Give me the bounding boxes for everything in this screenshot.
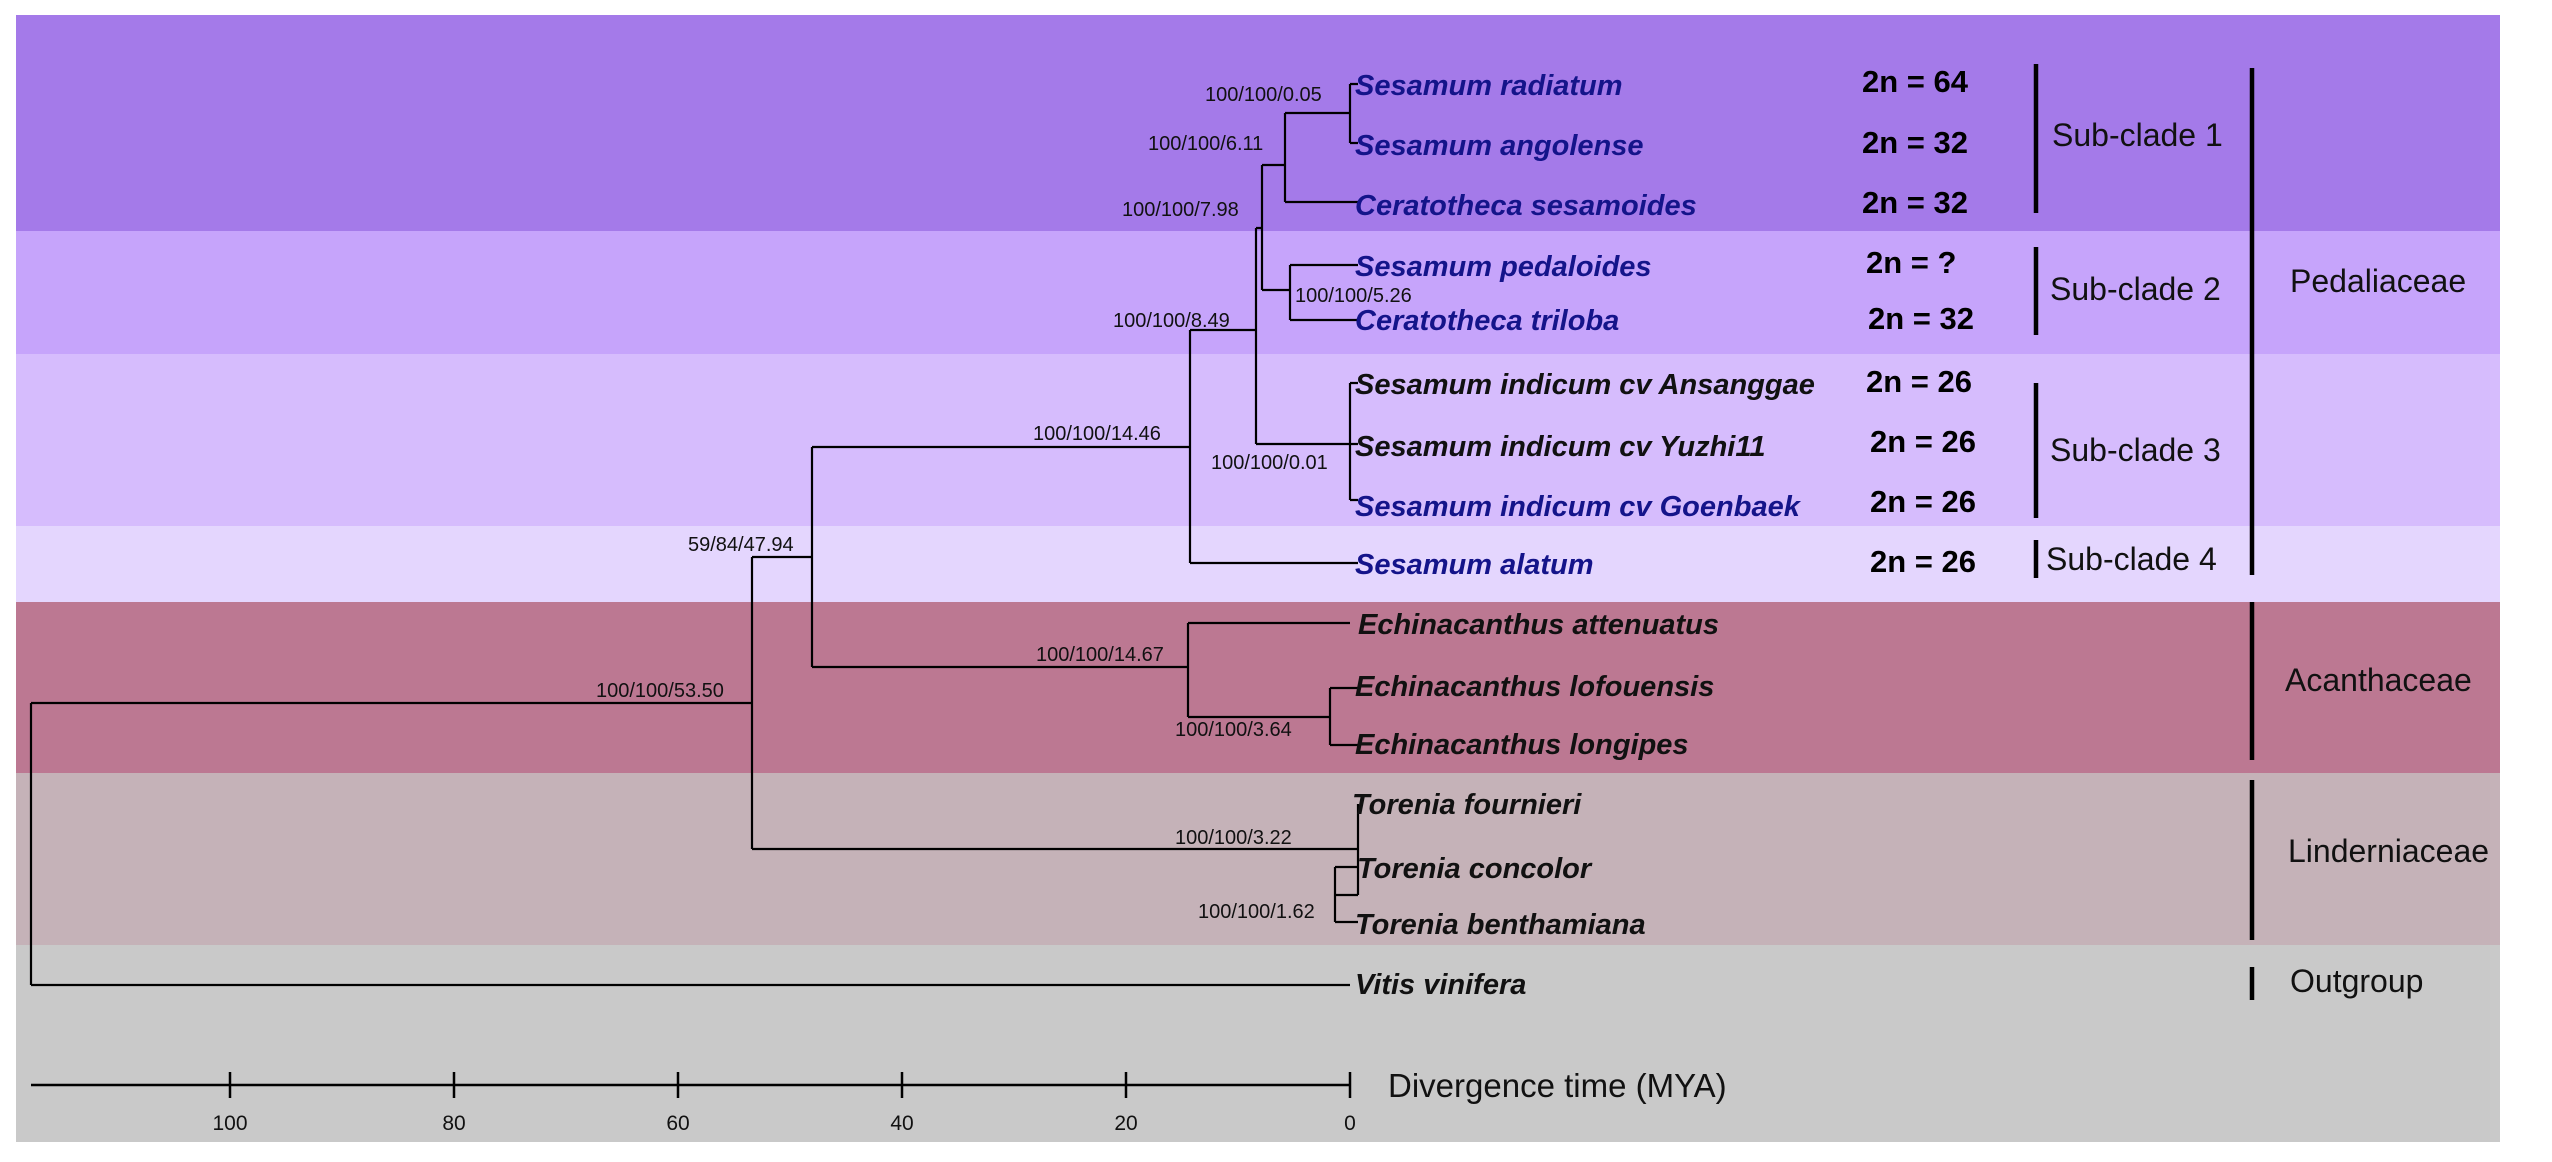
taxon-label: Sesamum radiatum xyxy=(1355,70,1623,102)
band-outgroup xyxy=(16,945,2500,1142)
axis-ticks: 100 80 60 40 20 0 xyxy=(212,1072,1356,1135)
chromosome-count: 2n = ? xyxy=(1866,245,1956,280)
branch xyxy=(1288,263,1358,322)
subclade-label: Sub-clade 4 xyxy=(2046,541,2217,577)
chromosome-count: 2n = 64 xyxy=(1862,64,1969,99)
taxon-label: Ceratotheca sesamoides xyxy=(1355,190,1697,222)
chromosome-count: 2n = 26 xyxy=(1866,364,1972,399)
chromosome-count: 2n = 32 xyxy=(1862,125,1968,160)
node-labels: 100/100/0.05 100/100/6.11 100/100/5.26 1… xyxy=(596,84,1412,923)
taxon-label: Echinacanthus lofouensis xyxy=(1355,671,1714,703)
taxon-label: Sesamum pedaloides xyxy=(1355,251,1652,283)
subclade-label: Sub-clade 2 xyxy=(2050,271,2221,307)
axis-tick-label: 100 xyxy=(212,1112,247,1135)
family-label: Outgroup xyxy=(2290,963,2423,999)
taxon-label: Echinacanthus longipes xyxy=(1355,729,1689,761)
chromosome-count: 2n = 32 xyxy=(1868,301,1974,336)
chromosome-count: 2n = 26 xyxy=(1870,424,1976,459)
axis-tick-label: 80 xyxy=(442,1112,465,1135)
axis-tick-label: 40 xyxy=(890,1112,913,1135)
node-label: 100/100/8.49 xyxy=(1113,310,1230,332)
taxon-label: Torenia benthamiana xyxy=(1355,909,1646,941)
taxon-label: Sesamum angolense xyxy=(1355,130,1644,162)
node-label: 100/100/5.26 xyxy=(1295,285,1412,307)
band-subclade-2 xyxy=(16,231,2500,354)
node-label: 100/100/6.11 xyxy=(1148,133,1263,155)
branch xyxy=(1186,621,1350,719)
time-axis: 100 80 60 40 20 0 Divergence time (MYA) xyxy=(31,1067,1727,1135)
taxon-label: Sesamum indicum cv Goenbaek xyxy=(1355,491,1802,523)
node-label: 100/100/0.05 xyxy=(1205,84,1322,106)
axis-tick-label: 20 xyxy=(1114,1112,1137,1135)
band-linderniaceae xyxy=(16,773,2500,945)
branch xyxy=(1348,381,1358,502)
taxon-label: Ceratotheca triloba xyxy=(1355,305,1619,337)
node-label: 100/100/0.01 xyxy=(1211,452,1328,474)
band-subclade-3 xyxy=(16,354,2500,526)
band-acanthaceae xyxy=(16,602,2500,773)
chromosome-numbers: 2n = 64 2n = 32 2n = 32 2n = ? 2n = 32 2… xyxy=(1862,64,1976,579)
branch xyxy=(1283,111,1358,204)
family-brackets: Pedaliaceae Acanthaceae Linderniaceae Ou… xyxy=(2249,68,2489,1000)
taxon-label: Sesamum indicum cv Yuzhi11 xyxy=(1355,431,1765,463)
node-label: 100/100/3.64 xyxy=(1175,719,1292,741)
taxon-label: Torenia fournieri xyxy=(1352,789,1582,821)
subclade-label: Sub-clade 3 xyxy=(2050,432,2221,468)
taxon-label: Sesamum alatum xyxy=(1355,549,1594,581)
node-label: 100/100/1.62 xyxy=(1198,901,1315,923)
family-label: Acanthaceae xyxy=(2285,662,2472,698)
taxon-labels: Sesamum radiatum Sesamum angolense Cerat… xyxy=(1352,70,1815,1001)
node-label: 100/100/14.46 xyxy=(1033,423,1161,445)
family-label: Pedaliaceae xyxy=(2290,263,2466,299)
taxon-label: Vitis vinifera xyxy=(1355,969,1526,1001)
family-label: Linderniaceae xyxy=(2288,833,2489,869)
branch xyxy=(1254,226,1350,446)
subclade-brackets: Sub-clade 1 Sub-clade 2 Sub-clade 3 Sub-… xyxy=(2033,64,2223,578)
chromosome-count: 2n = 32 xyxy=(1862,185,1968,220)
taxon-label: Echinacanthus attenuatus xyxy=(1358,609,1719,641)
band-subclade-1 xyxy=(16,15,2500,231)
taxon-label: Sesamum indicum cv Ansanggae xyxy=(1355,369,1815,401)
node-label: 59/84/47.94 xyxy=(688,534,794,556)
axis-tick-label: 60 xyxy=(666,1112,689,1135)
node-label: 100/100/53.50 xyxy=(596,680,724,702)
branch xyxy=(29,701,1350,987)
taxon-label: Torenia concolor xyxy=(1357,853,1593,885)
axis-title: Divergence time (MYA) xyxy=(1388,1067,1727,1104)
node-label: 100/100/3.22 xyxy=(1175,827,1292,849)
chromosome-count: 2n = 26 xyxy=(1870,484,1976,519)
node-label: 100/100/14.67 xyxy=(1036,644,1164,666)
node-label: 100/100/7.98 xyxy=(1122,199,1239,221)
chromosome-count: 2n = 26 xyxy=(1870,544,1976,579)
axis-tick-label: 0 xyxy=(1344,1112,1356,1135)
clade-bands xyxy=(16,15,2500,1142)
subclade-label: Sub-clade 1 xyxy=(2052,117,2223,153)
tree-branches xyxy=(29,82,1360,987)
